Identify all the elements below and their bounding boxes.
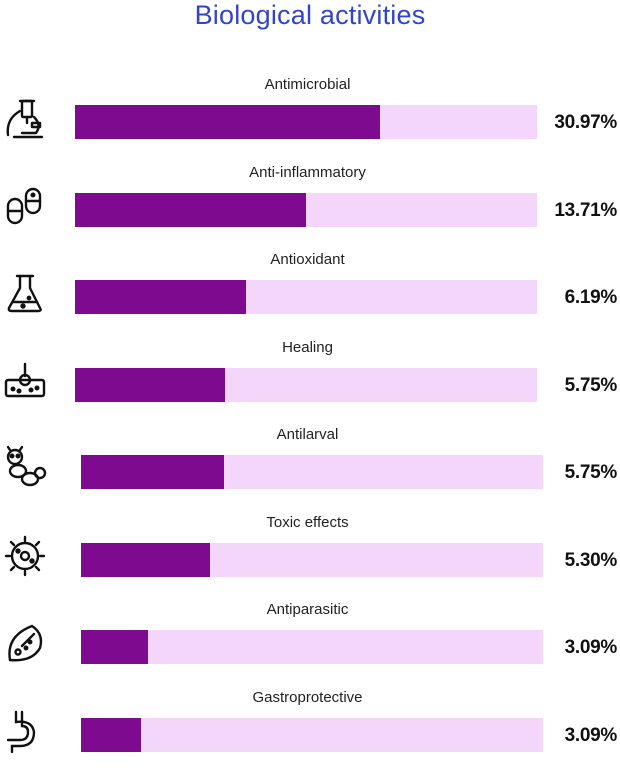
bar xyxy=(75,193,306,227)
microscope-icon xyxy=(2,95,48,141)
bar-track xyxy=(75,368,537,402)
chart-title: Biological activities xyxy=(194,0,426,30)
bar xyxy=(75,280,246,314)
category-label: Antiparasitic xyxy=(266,601,349,618)
bar-row-healing: Healing 5.75% xyxy=(0,338,620,418)
category-label: Gastroprotective xyxy=(252,689,363,706)
bar-row-toxic-effects: Toxic effects 5.30% xyxy=(0,513,620,593)
bar-track xyxy=(81,630,543,664)
bacterium-icon xyxy=(2,533,48,579)
bar-row-antioxidant: Antioxidant 6.19% xyxy=(0,250,620,330)
value-label: 3.09% xyxy=(564,725,618,746)
value-label: 5.30% xyxy=(564,550,618,571)
flask-icon xyxy=(2,270,48,316)
bar-row-antiparasitic: Antiparasitic 3.09% xyxy=(0,600,620,680)
bar xyxy=(81,543,210,577)
value-label: 13.71% xyxy=(554,200,617,221)
stomach-icon xyxy=(2,708,48,754)
skin-layer-icon xyxy=(2,358,48,404)
value-label: 3.09% xyxy=(564,637,618,658)
parasite-icon xyxy=(2,620,48,666)
bar-track xyxy=(75,280,537,314)
bar-row-anti-inflammatory: Anti-inflammatory 13.71% xyxy=(0,163,620,243)
value-label: 6.19% xyxy=(564,287,618,308)
value-label: 5.75% xyxy=(564,375,618,396)
bar-row-gastroprotective: Gastroprotective 3.09% xyxy=(0,688,620,768)
category-label: Toxic effects xyxy=(266,514,349,531)
category-label: Antimicrobial xyxy=(264,76,351,93)
category-label: Anti-inflammatory xyxy=(249,164,366,181)
bar-track xyxy=(81,455,543,489)
category-label: Antilarval xyxy=(276,426,339,443)
category-label: Healing xyxy=(282,339,333,356)
value-label: 5.75% xyxy=(564,462,618,483)
bar xyxy=(81,630,148,664)
bar-track xyxy=(81,543,543,577)
value-label: 30.97% xyxy=(554,112,617,133)
category-label: Antioxidant xyxy=(270,251,345,268)
bar xyxy=(75,368,225,402)
capsules-icon xyxy=(2,183,48,229)
bar xyxy=(81,455,224,489)
bar-row-antimicrobial: Antimicrobial 30.97% xyxy=(0,75,620,155)
bar-row-antilarval: Antilarval 5.75% xyxy=(0,425,620,505)
bar xyxy=(75,105,380,139)
larva-icon xyxy=(2,445,48,491)
bar-track xyxy=(75,193,537,227)
bar-track xyxy=(75,105,537,139)
bar xyxy=(81,718,141,752)
bar-track xyxy=(81,718,543,752)
